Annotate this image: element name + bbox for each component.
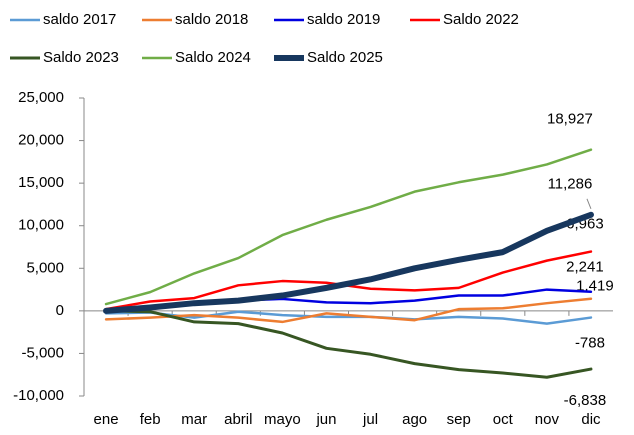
legend-label: Saldo 2024 (175, 49, 251, 66)
x-tick-label: mayo (264, 411, 301, 428)
value-label: 11,286 (548, 176, 593, 193)
series-line (104, 148, 593, 306)
y-tick-label: 25,000 (18, 89, 64, 106)
x-tick-label: dic (581, 411, 601, 428)
series-line (104, 309, 593, 379)
legend-label: saldo 2018 (175, 11, 248, 28)
y-tick-label: 5,000 (26, 259, 64, 276)
value-label: -788 (575, 335, 605, 352)
value-label: -6,838 (564, 392, 607, 409)
x-tick-label: jun (315, 411, 336, 428)
series-line (104, 297, 593, 324)
series-line (103, 211, 594, 314)
legend-label: saldo 2019 (307, 11, 380, 28)
x-tick-label: ago (402, 411, 427, 428)
x-tick-label: oct (493, 411, 514, 428)
legend-label: Saldo 2022 (443, 11, 519, 28)
y-tick-label: -10,000 (13, 387, 64, 404)
y-tick-label: 15,000 (18, 174, 64, 191)
value-label: 18,927 (547, 111, 593, 128)
x-tick-label: jul (362, 411, 378, 428)
x-tick-label: mar (181, 411, 207, 428)
x-tick-label: ene (94, 411, 119, 428)
y-tick-label: -5,000 (21, 344, 64, 361)
legend-label: Saldo 2025 (307, 49, 383, 66)
x-tick-label: nov (535, 411, 560, 428)
y-tick-label: 20,000 (18, 132, 64, 149)
legend-label: saldo 2017 (43, 11, 116, 28)
label-leader (586, 198, 592, 209)
value-label: 2,241 (566, 259, 604, 276)
x-tick-label: sep (447, 411, 471, 428)
series-line (104, 310, 593, 325)
x-tick-label: abril (224, 411, 252, 428)
y-tick-label: 10,000 (18, 217, 64, 234)
x-tick-label: feb (140, 411, 161, 428)
y-tick-label: 0 (56, 302, 64, 319)
legend-label: Saldo 2023 (43, 49, 119, 66)
